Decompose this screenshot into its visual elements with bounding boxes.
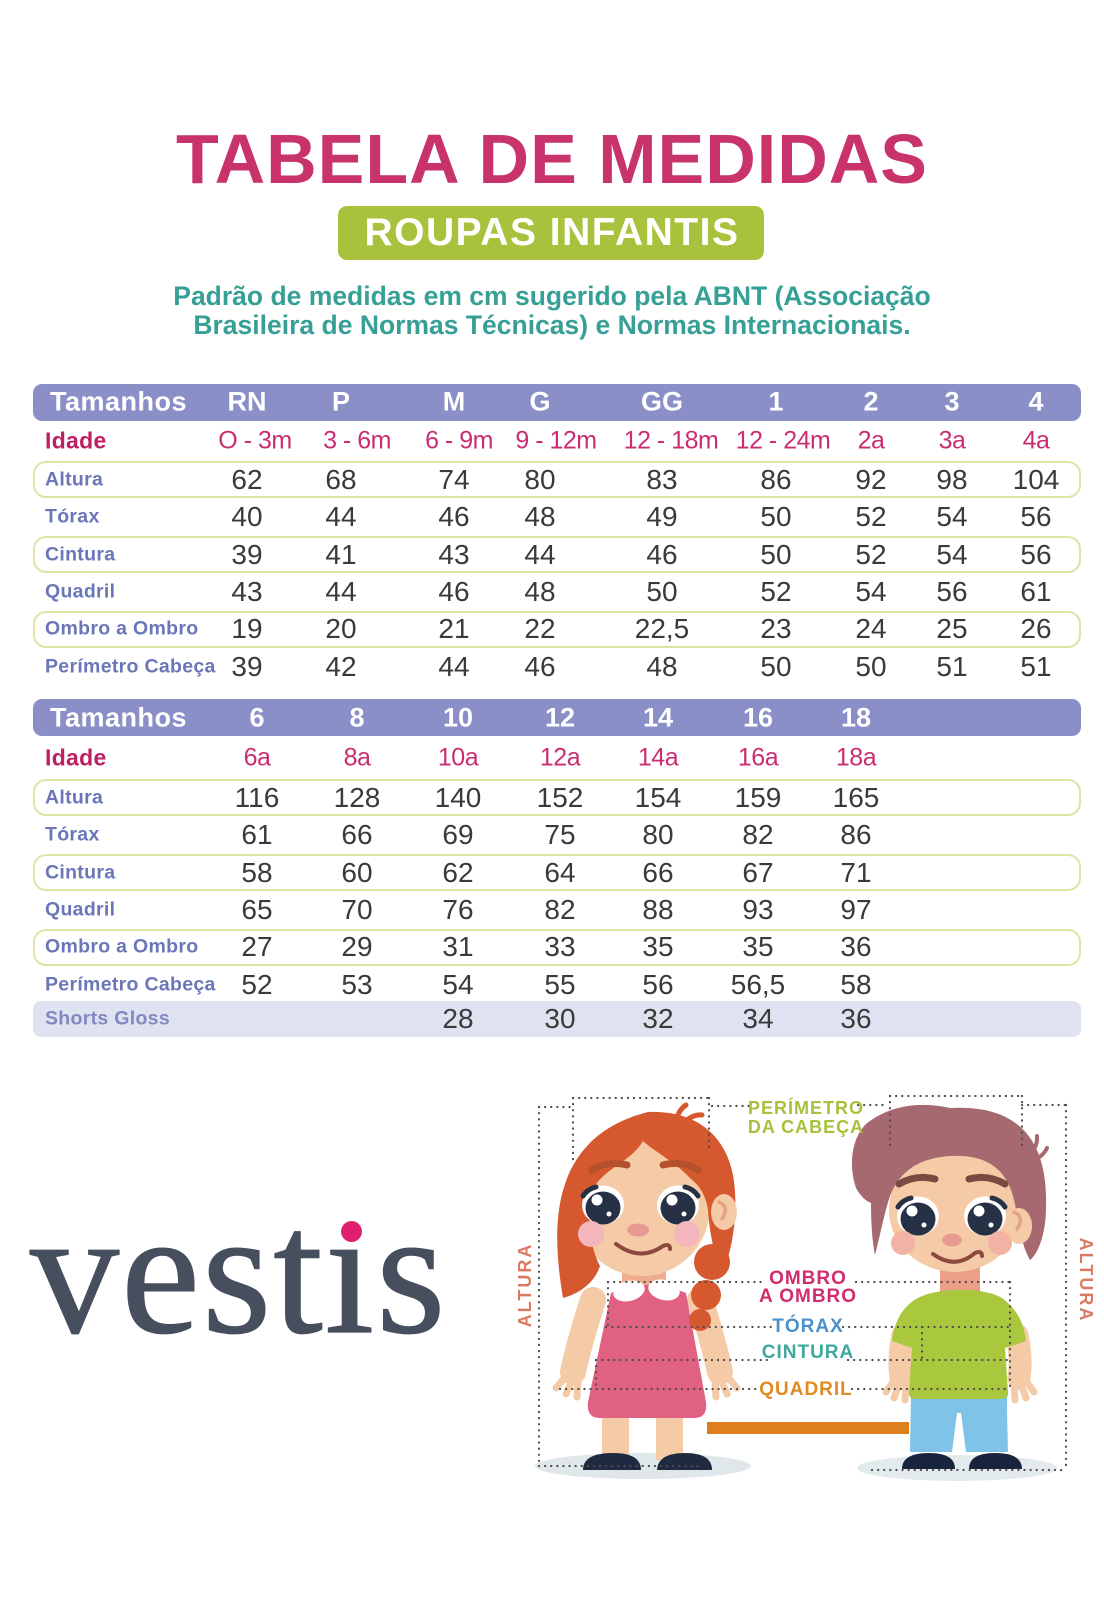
svg-text:OMBRO: OMBRO xyxy=(769,1268,847,1289)
svg-text:ALTURA: ALTURA xyxy=(515,1243,535,1328)
svg-text:DA CABEÇA: DA CABEÇA xyxy=(748,1117,864,1137)
svg-text:QUADRIL: QUADRIL xyxy=(759,1379,853,1400)
svg-text:A OMBRO: A OMBRO xyxy=(759,1286,857,1307)
svg-text:CINTURA: CINTURA xyxy=(762,1342,855,1363)
svg-text:ALTURA: ALTURA xyxy=(1076,1238,1096,1323)
svg-text:PERÍMETRO: PERÍMETRO xyxy=(748,1097,864,1118)
svg-text:TÓRAX: TÓRAX xyxy=(772,1315,844,1337)
